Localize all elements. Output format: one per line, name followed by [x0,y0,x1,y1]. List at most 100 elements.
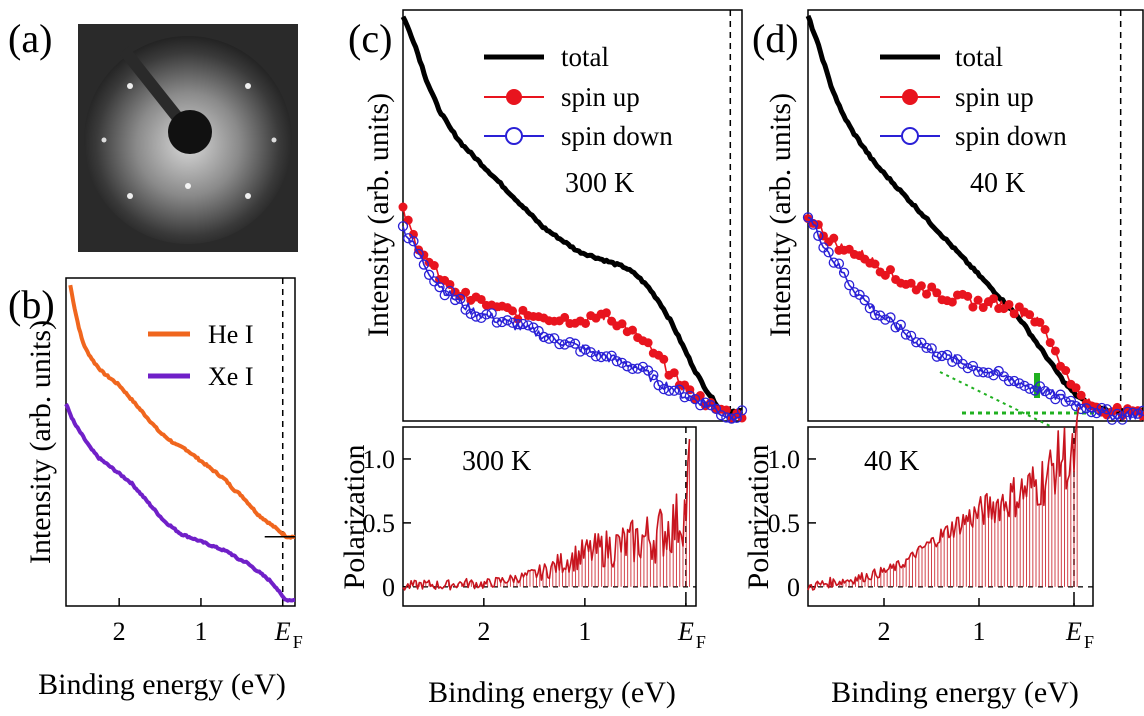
point-d-top-spin-down-18 [849,287,860,298]
point-d-top-spin-down-106 [1076,403,1087,415]
ytick-label-d-bottom-2: 1.0 [768,445,801,474]
point-d-top-spin-up-92 [1040,325,1050,335]
point-d-top-spin-up-10 [829,233,839,243]
point-c-top-spin-down-128 [731,412,742,424]
point-d-top-spin-up-30 [880,270,890,280]
xtick-sub-c-bottom-2: F [696,632,706,652]
xtick-label-c-bottom-2: E [677,617,694,646]
point-d-top-spin-down-20 [854,289,865,300]
point-d-top-spin-down-62 [962,362,973,374]
legend-d-total: total [955,42,1003,72]
point-d-top-spin-down-64 [967,360,979,372]
point-d-top-spin-down-130 [1137,405,1144,416]
point-d-top-spin-down-24 [864,303,875,314]
point-c-top-spin-up-78 [601,308,611,318]
point-c-top-spin-up-88 [627,325,637,335]
point-d-top-spin-down-102 [1065,395,1076,407]
point-d-top-spin-down-54 [942,349,953,361]
xtick-label-d-bottom-2: E [1065,617,1082,646]
legend-c-spin-up: spin up [561,82,640,112]
xlabel-d: Binding energy (eV) [831,676,1079,709]
point-c-top-spin-up-84 [617,319,627,329]
point-d-top-spin-down-118 [1106,414,1118,425]
series-line-d-top-total [805,14,1144,415]
point-c-top-spin-up-94 [643,338,653,348]
point-c-top-spin-down-110 [684,390,695,402]
panel-label-d: (d) [752,16,799,61]
point-d-top-spin-down-104 [1070,400,1082,412]
point-d-top-spin-down-52 [936,350,948,362]
series-line-c-top-total [400,15,743,415]
point-c-top-spin-down-118 [705,400,716,411]
leed-pattern-image [78,24,298,252]
point-d-top-spin-down-92 [1039,385,1051,397]
point-d-top-spin-up-68 [978,303,988,313]
point-c-top-spin-down-84 [616,357,628,369]
plot-frame-c-bottom [402,426,697,607]
point-d-top-spin-down-74 [993,365,1004,377]
point-d-top-spin-down-4 [813,230,824,241]
point-c-top-spin-down-44 [512,319,523,330]
point-c-top-spin-down-60 [554,339,565,350]
point-d-top-spin-down-30 [880,314,891,325]
point-c-top-spin-down-108 [679,392,690,403]
point-d-top-spin-down-42 [911,337,922,348]
point-c-top-spin-down-42 [507,317,518,328]
point-d-top-spin-up-40 [906,278,916,288]
point-d-top-spin-down-66 [972,366,984,377]
point-d-top-spin-down-116 [1101,404,1113,415]
point-c-top-spin-down-56 [543,333,555,344]
point-d-top-spin-up-94 [1045,338,1055,348]
point-c-top-spin-down-26 [465,308,476,319]
point-d-top-spin-down-16 [844,280,855,291]
point-c-top-spin-down-6 [413,248,424,260]
point-c-top-spin-down-90 [632,363,643,374]
point-d-top-spin-up-44 [916,281,926,291]
point-d-top-spin-down-36 [895,319,906,330]
legend-d-spin-down: spin down [955,121,1067,151]
xtick-sub-d-bottom-2: F [1084,632,1094,652]
point-c-top-spin-down-112 [689,393,701,405]
point-c-top-spin-down-106 [674,384,685,395]
point-c-top-spin-down-68 [575,346,586,357]
point-c-top-spin-up-42 [508,306,518,316]
point-d-top-spin-down-32 [885,312,896,323]
point-c-top-spin-down-126 [726,413,737,424]
point-c-top-spin-down-0 [397,221,409,232]
point-d-top-spin-up-50 [932,288,942,298]
point-d-top-spin-up-32 [885,265,895,275]
series-line-c-bottom-polarization [402,439,691,591]
point-d-top-spin-down-78 [1003,375,1015,387]
point-d-top-spin-down-114 [1096,402,1107,414]
point-d-top-spin-down-100 [1060,396,1071,407]
point-d-top-spin-down-26 [869,309,881,321]
xtick-label-c-bottom-1: 1 [578,617,591,646]
point-c-top-spin-up-100 [659,354,669,364]
legend-c-total: total [561,42,609,72]
ytick-label-c-bottom-0: 0 [382,573,395,602]
point-c-top-spin-down-52 [533,325,544,337]
point-c-top-spin-down-48 [523,320,534,331]
point-c-top-spin-up-70 [581,318,591,328]
legend-d-spin-up: spin up [955,82,1034,112]
series-line-d-top-spin-up [807,216,1144,421]
point-d-top-spin-down-38 [900,329,912,340]
point-d-top-spin-down-34 [890,322,901,333]
point-d-top-spin-up-80 [1009,309,1019,319]
series-line-d-top-spin-down [807,216,1144,421]
temp-label-c-bottom: 300 K [462,446,531,477]
point-d-top-spin-up-6 [818,231,828,241]
panel-label-b: (b) [8,282,55,327]
point-c-top-spin-down-28 [470,311,482,322]
point-d-top-spin-down-14 [838,267,850,278]
series-line-b-xe-i [64,403,296,603]
series-line-d-bottom-polarization [807,407,1080,591]
xtick-label-b-1: 1 [194,617,207,646]
point-d-top-spin-up-72 [989,294,999,304]
point-d-top-spin-down-48 [926,343,937,354]
point-c-top-spin-down-88 [627,363,638,375]
point-c-top-spin-down-80 [606,350,617,361]
point-c-top-spin-down-38 [496,316,508,328]
point-d-top-spin-down-2 [808,219,819,230]
